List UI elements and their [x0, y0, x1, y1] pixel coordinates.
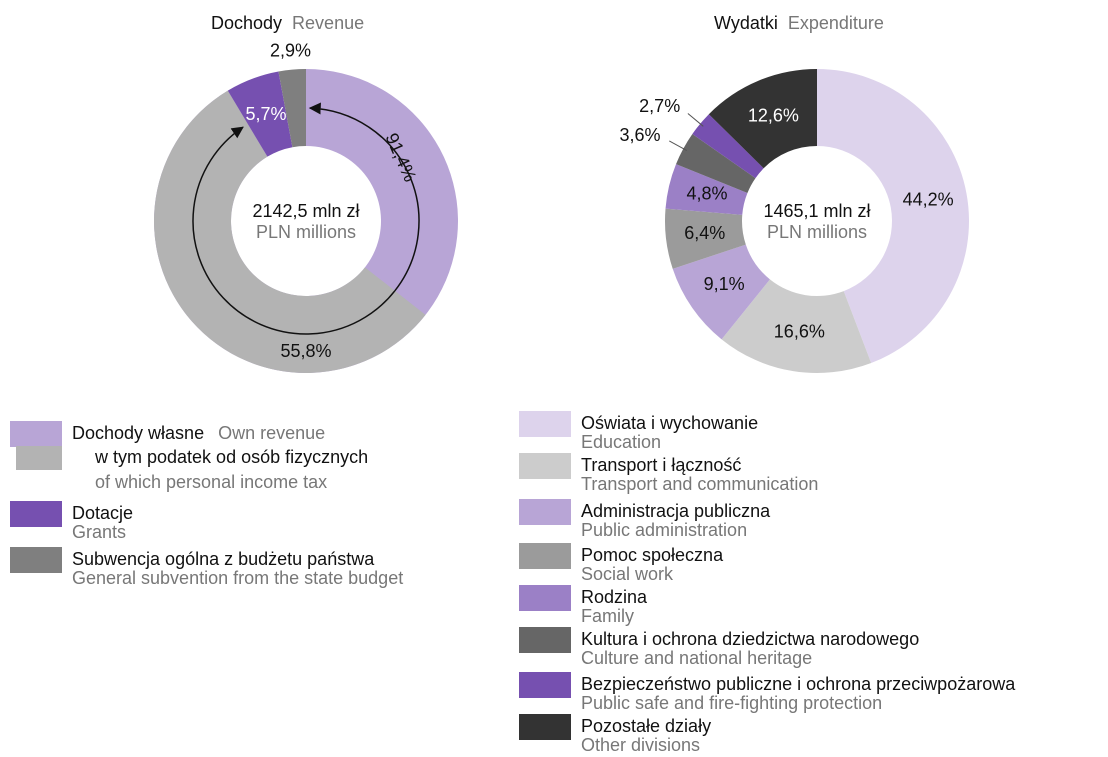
legend-swatch: [519, 543, 571, 569]
value-label: 9,1%: [704, 274, 745, 294]
value-label: 5,7%: [246, 104, 287, 124]
donut-segment: [676, 133, 756, 193]
legend-label-en: Education: [581, 432, 661, 452]
donut-segment: [227, 71, 293, 157]
legend-label-en: Grants: [72, 522, 126, 542]
legend-label: Dochody własne: [72, 423, 204, 443]
value-label: 44,2%: [903, 189, 954, 209]
legend-label: Subwencja ogólna z budżetu państwa: [72, 549, 375, 569]
arrow-arc: [308, 102, 420, 292]
legend-label-en: Public administration: [581, 520, 747, 540]
legend-label: Transport i łączność: [581, 455, 741, 475]
value-label: 16,6%: [774, 321, 825, 341]
center-label: 1465,1 mln zł: [763, 201, 870, 221]
legend-label: Rodzina: [581, 587, 648, 607]
value-label: 3,6%: [619, 125, 660, 145]
legend-label-en: General subvention from the state budget: [72, 568, 403, 588]
legend-label: Oświata i wychowanie: [581, 413, 758, 433]
legend-swatch: [519, 453, 571, 479]
legend-label-en: Social work: [581, 564, 674, 584]
donut-segment: [708, 69, 817, 169]
leader-line: [669, 140, 688, 151]
legend-label-en: Culture and national heritage: [581, 648, 812, 668]
donut-segment: [665, 208, 746, 269]
value-label: 55,8%: [280, 341, 331, 361]
center-label: 2142,5 mln zł: [252, 201, 359, 221]
center-sublabel: PLN millions: [256, 222, 356, 242]
legend-swatch: [10, 421, 62, 447]
legend-label-en: Other divisions: [581, 735, 700, 755]
legend-swatch: [10, 547, 62, 573]
value-label: 2,9%: [270, 40, 311, 60]
legend-label-en: Transport and communication: [581, 474, 818, 494]
value-label: 2,7%: [639, 96, 680, 116]
donut-segment: [672, 244, 770, 340]
chart-title: Wydatki: [714, 13, 778, 33]
legend-swatch: [519, 585, 571, 611]
legend-label: Pomoc społeczna: [581, 545, 724, 565]
value-label: 6,4%: [684, 223, 725, 243]
legend-label: Administracja publiczna: [581, 501, 771, 521]
legend-swatch: [519, 627, 571, 653]
legend-swatch: [16, 446, 62, 470]
donut-segment: [721, 279, 872, 373]
legend-label: Dotacje: [72, 503, 133, 523]
legend-label-en: of which personal income tax: [95, 472, 327, 492]
donut-segment: [817, 69, 970, 364]
chart-subtitle: Expenditure: [788, 13, 884, 33]
chart-title: Dochody: [211, 13, 282, 33]
center-sublabel: PLN millions: [767, 222, 867, 242]
legend-swatch: [519, 499, 571, 525]
leader-line: [687, 113, 704, 127]
legend-swatch: [10, 501, 62, 527]
donut-segment: [665, 164, 748, 215]
legend-label-en: Own revenue: [218, 423, 325, 443]
donut-segment-part: [154, 90, 426, 373]
legend-label-en: Public safe and fire-fighting protection: [581, 693, 882, 713]
legend-swatch: [519, 672, 571, 698]
legend-label-en: Family: [581, 606, 634, 626]
donut-segment: [278, 69, 306, 148]
value-label: 12,6%: [748, 105, 799, 125]
legend-swatch: [519, 714, 571, 740]
legend-label: w tym podatek od osób fizycznych: [94, 447, 368, 467]
donut-segment: [692, 114, 764, 179]
legend-label: Bezpieczeństwo publiczne i ochrona przec…: [581, 674, 1016, 694]
arrow-arc: [192, 126, 396, 335]
chart-subtitle: Revenue: [292, 13, 364, 33]
legend-label: Kultura i ochrona dziedzictwa narodowego: [581, 629, 919, 649]
legend-swatch: [519, 411, 571, 437]
legend-label: Pozostałe działy: [581, 716, 711, 736]
value-label: 4,8%: [687, 184, 728, 204]
